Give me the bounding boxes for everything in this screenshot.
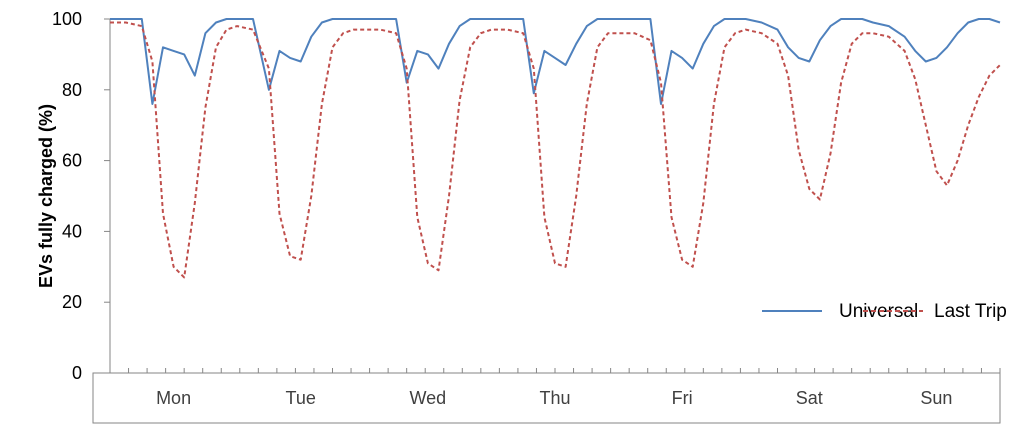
x-minor-ticks xyxy=(109,368,1001,373)
y-axis-title: EVs fully charged (%) xyxy=(36,104,56,288)
legend-label-last-trip: Last Trip xyxy=(934,301,1007,322)
legend: Universal Last Trip xyxy=(762,301,1007,322)
x-axis: Mon Tue Wed Thu Fri Sat Sun xyxy=(92,368,1001,424)
day-label: Tue xyxy=(286,388,316,408)
y-axis: 0 20 40 60 80 100 xyxy=(52,9,111,383)
day-label: Sun xyxy=(920,388,952,408)
y-tick-label: 80 xyxy=(62,80,82,100)
day-label: Sat xyxy=(796,388,823,408)
y-tick-label: 0 xyxy=(72,363,82,383)
day-label: Wed xyxy=(410,388,447,408)
y-tick-label: 40 xyxy=(62,221,82,241)
series-line-last-trip xyxy=(110,21,1001,279)
series-line-universal xyxy=(110,18,1001,105)
day-label: Mon xyxy=(156,388,191,408)
legend-label-universal: Universal xyxy=(839,301,918,322)
y-tick-label: 60 xyxy=(62,151,82,171)
plot-area xyxy=(110,18,1001,279)
day-label: Fri xyxy=(672,388,693,408)
y-tick-label: 100 xyxy=(52,9,82,29)
day-label: Thu xyxy=(539,388,570,408)
day-label-box xyxy=(92,372,1001,424)
y-ticks: 0 20 40 60 80 100 xyxy=(52,9,110,383)
y-tick-label: 20 xyxy=(62,292,82,312)
day-labels: Mon Tue Wed Thu Fri Sat Sun xyxy=(156,388,952,408)
